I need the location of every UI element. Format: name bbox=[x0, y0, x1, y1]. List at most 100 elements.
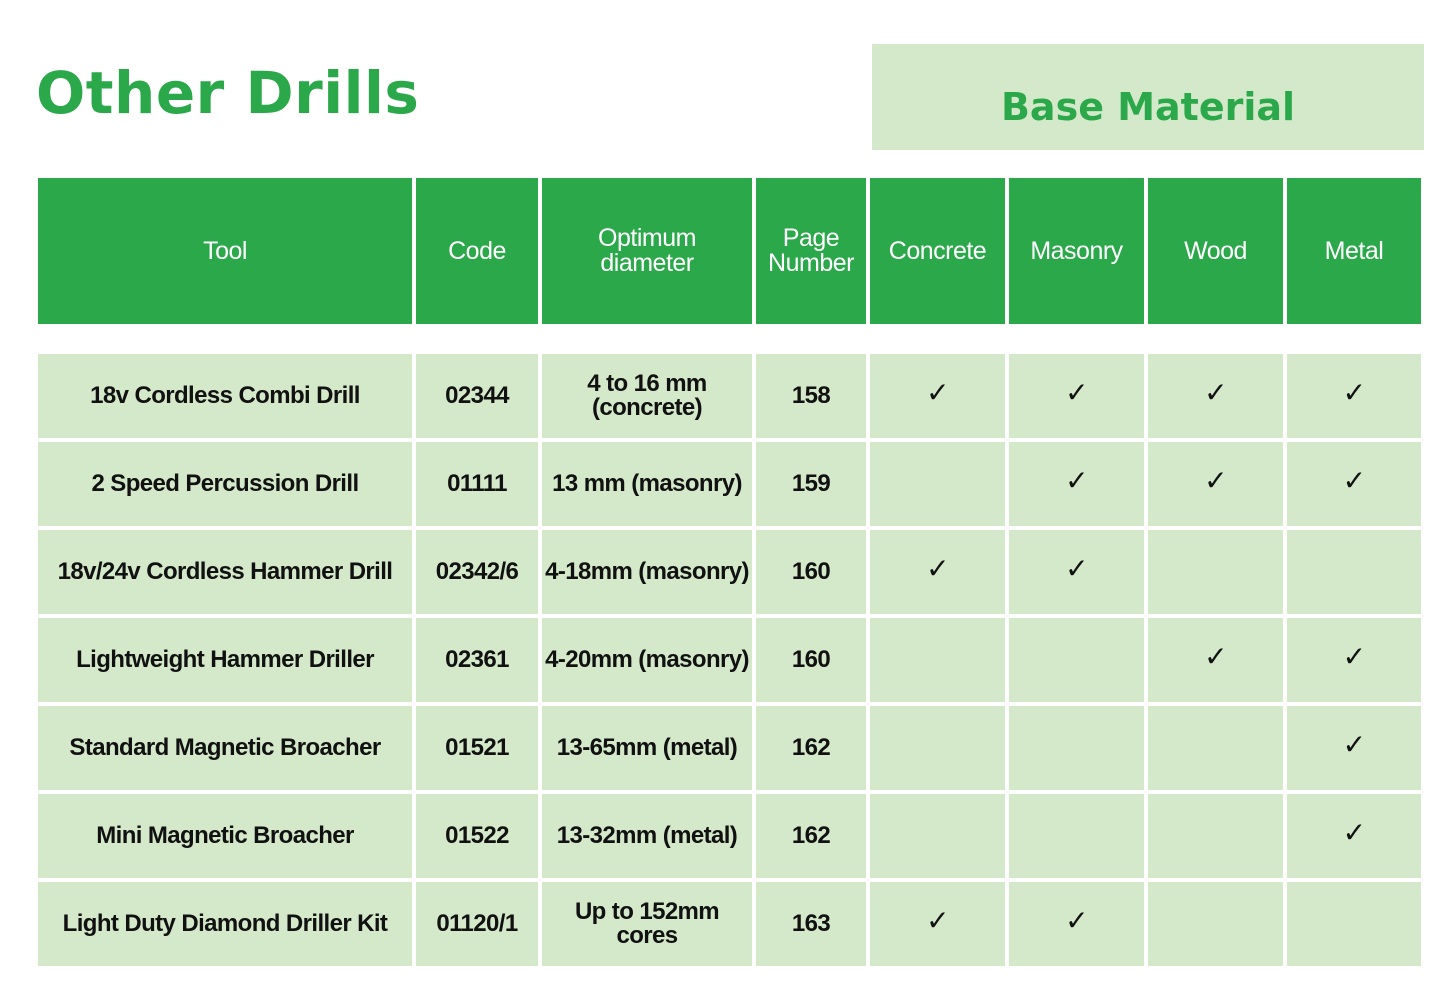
check-mark-icon: ✓ bbox=[1342, 376, 1366, 409]
table-row: 2 Speed Percussion Drill 01111 13 mm (maso… bbox=[38, 442, 1421, 526]
cell-page-number: 159 bbox=[756, 442, 866, 526]
check-mark-icon: ✓ bbox=[926, 376, 949, 409]
check-mark-icon: ✓ bbox=[1342, 728, 1366, 761]
cell-diameter: 4-20mm (masonry) bbox=[542, 618, 752, 702]
header-page-number: Page Number bbox=[756, 178, 866, 324]
cell-metal bbox=[1287, 530, 1421, 614]
check-mark-icon: ✓ bbox=[1065, 376, 1088, 409]
check-mark-icon: ✓ bbox=[1065, 904, 1088, 937]
cell-diameter: 4-18mm (masonry) bbox=[542, 530, 752, 614]
diameter-line1: 4-18mm (masonry) bbox=[545, 558, 749, 585]
cell-page-number: 163 bbox=[756, 882, 866, 966]
diameter-line1: 4 to 16 mm bbox=[587, 370, 707, 397]
cell-metal: ✓ bbox=[1287, 354, 1421, 438]
header-wood: Wood bbox=[1148, 178, 1283, 324]
check-mark-icon: ✓ bbox=[1204, 464, 1227, 497]
cell-concrete: ✓ bbox=[870, 882, 1005, 966]
cell-page-number: 162 bbox=[756, 706, 866, 790]
table-row: 18v/24v Cordless Hammer Drill 02342/6 4-18… bbox=[38, 530, 1421, 614]
cell-tool: Mini Magnetic Broacher bbox=[38, 794, 412, 878]
cell-wood bbox=[1148, 706, 1283, 790]
diameter-line1: 4-20mm (masonry) bbox=[545, 646, 749, 673]
cell-diameter: 4 to 16 mm (concrete) bbox=[542, 354, 752, 438]
diameter-line1: 13-65mm (metal) bbox=[556, 734, 738, 761]
cell-metal: ✓ bbox=[1287, 706, 1421, 790]
table-row: Light Duty Diamond Driller Kit 01120/1 Up … bbox=[38, 882, 1421, 966]
table-row: Lightweight Hammer Driller 02361 4-20mm (m… bbox=[38, 618, 1421, 702]
cell-diameter: 13-32mm (metal) bbox=[542, 794, 752, 878]
cell-tool: Light Duty Diamond Driller Kit bbox=[38, 882, 412, 966]
cell-diameter: 13-65mm (metal) bbox=[542, 706, 752, 790]
cell-code: 01120/1 bbox=[416, 882, 538, 966]
cell-masonry bbox=[1009, 794, 1144, 878]
cell-metal: ✓ bbox=[1287, 794, 1421, 878]
cell-code: 01522 bbox=[416, 794, 538, 878]
table-body: 18v Cordless Combi Drill 02344 4 to 16 mm(… bbox=[38, 354, 1421, 966]
cell-code: 02344 bbox=[416, 354, 538, 438]
cell-masonry: ✓ bbox=[1009, 530, 1144, 614]
cell-diameter: 13 mm (masonry) bbox=[542, 442, 752, 526]
page-title: Other Drills bbox=[36, 59, 420, 127]
header-code: Code bbox=[416, 178, 538, 324]
check-mark-icon: ✓ bbox=[1342, 640, 1366, 673]
check-mark-icon: ✓ bbox=[1204, 640, 1227, 673]
cell-tool: 18v Cordless Combi Drill bbox=[38, 354, 412, 438]
header-diameter-line2: diameter bbox=[600, 249, 694, 277]
cell-tool: Standard Magnetic Broacher bbox=[38, 706, 412, 790]
cell-tool: Lightweight Hammer Driller bbox=[38, 618, 412, 702]
cell-masonry bbox=[1009, 706, 1144, 790]
table-row: Mini Magnetic Broacher 01522 13-32mm (meta… bbox=[38, 794, 1421, 878]
cell-page-number: 160 bbox=[756, 618, 866, 702]
cell-masonry: ✓ bbox=[1009, 882, 1144, 966]
cell-page-number: 162 bbox=[756, 794, 866, 878]
header-masonry: Masonry bbox=[1009, 178, 1144, 324]
cell-metal bbox=[1287, 882, 1421, 966]
cell-diameter: Up to 152mm cores bbox=[542, 882, 752, 966]
check-mark-icon: ✓ bbox=[1204, 376, 1227, 409]
cell-concrete bbox=[870, 794, 1005, 878]
diameter-line1: 13-32mm (metal) bbox=[556, 822, 738, 849]
cell-tool: 18v/24v Cordless Hammer Drill bbox=[38, 530, 412, 614]
cell-concrete bbox=[870, 706, 1005, 790]
cell-masonry bbox=[1009, 618, 1144, 702]
cell-concrete bbox=[870, 442, 1005, 526]
check-mark-icon: ✓ bbox=[926, 904, 949, 937]
check-mark-icon: ✓ bbox=[1065, 552, 1088, 585]
check-mark-icon: ✓ bbox=[1065, 464, 1088, 497]
header-diameter: Optimum diameter bbox=[542, 178, 752, 324]
check-mark-icon: ✓ bbox=[1342, 816, 1366, 849]
header-concrete: Concrete bbox=[870, 178, 1005, 324]
cell-code: 02361 bbox=[416, 618, 538, 702]
cell-concrete bbox=[870, 618, 1005, 702]
table-row: Standard Magnetic Broacher 01521 13-65mm (… bbox=[38, 706, 1421, 790]
diameter-line1: 13 mm (masonry) bbox=[552, 470, 742, 497]
check-mark-icon: ✓ bbox=[1342, 464, 1366, 497]
drills-table: Tool Code Optimum diameter Page Number C… bbox=[38, 178, 1421, 970]
cell-page-number: 158 bbox=[756, 354, 866, 438]
check-mark-icon: ✓ bbox=[926, 552, 949, 585]
base-material-label: Base Material bbox=[1000, 85, 1296, 129]
cell-wood bbox=[1148, 882, 1283, 966]
cell-code: 01521 bbox=[416, 706, 538, 790]
cell-wood bbox=[1148, 530, 1283, 614]
cell-masonry: ✓ bbox=[1009, 354, 1144, 438]
table-header-row: Tool Code Optimum diameter Page Number C… bbox=[38, 178, 1421, 324]
base-material-banner: Base Material bbox=[872, 44, 1424, 150]
header-diameter-line1: Optimum bbox=[598, 224, 696, 252]
header-page-line1: Page bbox=[782, 224, 840, 252]
cell-wood bbox=[1148, 794, 1283, 878]
diameter-line2: (concrete) bbox=[591, 394, 703, 421]
header-tool: Tool bbox=[38, 178, 412, 324]
cell-wood: ✓ bbox=[1148, 442, 1283, 526]
cell-tool: 2 Speed Percussion Drill bbox=[38, 442, 412, 526]
table-row: 18v Cordless Combi Drill 02344 4 to 16 mm(… bbox=[38, 354, 1421, 438]
cell-code: 02342/6 bbox=[416, 530, 538, 614]
cell-metal: ✓ bbox=[1287, 442, 1421, 526]
diameter-line1: Up to 152mm cores bbox=[574, 898, 720, 949]
cell-masonry: ✓ bbox=[1009, 442, 1144, 526]
cell-page-number: 160 bbox=[756, 530, 866, 614]
cell-code: 01111 bbox=[416, 442, 538, 526]
header-metal: Metal bbox=[1287, 178, 1421, 324]
cell-wood: ✓ bbox=[1148, 618, 1283, 702]
